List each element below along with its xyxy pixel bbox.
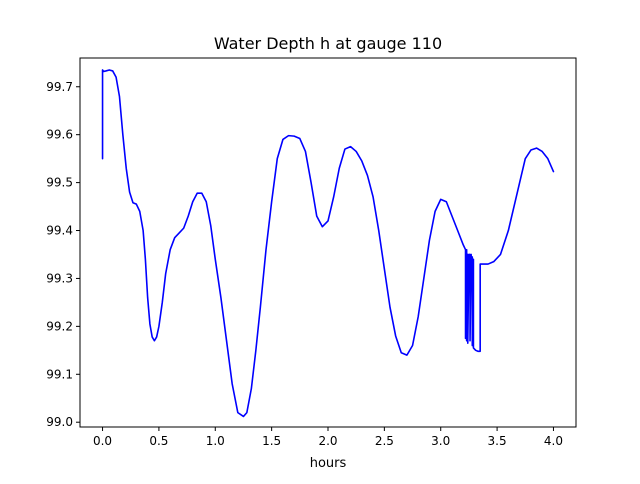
y-tick-label: 99.4 (46, 224, 73, 238)
x-tick-label: 2.5 (375, 434, 394, 448)
x-tick-label: 0.0 (93, 434, 112, 448)
y-tick-label: 99.2 (46, 319, 73, 333)
x-tick-label: 1.5 (262, 434, 281, 448)
x-axis-label: hours (310, 456, 347, 471)
x-axis: 0.0 0.5 1.0 1.5 2.0 2.5 3.0 3.5 4.0 (93, 427, 563, 448)
x-tick-label: 1.0 (206, 434, 225, 448)
y-tick-label: 99.3 (46, 271, 73, 285)
y-tick-label: 99.7 (46, 80, 73, 94)
x-tick-label: 3.5 (488, 434, 507, 448)
y-tick-label: 99.6 (46, 128, 73, 142)
y-tick-label: 99.5 (46, 176, 73, 190)
y-axis: 99.0 99.1 99.2 99.3 99.4 99.5 99.6 99.7 (46, 80, 80, 429)
y-tick-label: 99.1 (46, 367, 73, 381)
x-tick-label: 3.0 (431, 434, 450, 448)
plot-area (101, 69, 555, 418)
x-tick-label: 0.5 (149, 434, 168, 448)
y-tick-label: 99.0 (46, 415, 73, 429)
x-tick-label: 2.0 (318, 434, 337, 448)
chart-title: Water Depth h at gauge 110 (214, 34, 442, 53)
series-line-0 (101, 69, 555, 418)
x-tick-label: 4.0 (544, 434, 563, 448)
